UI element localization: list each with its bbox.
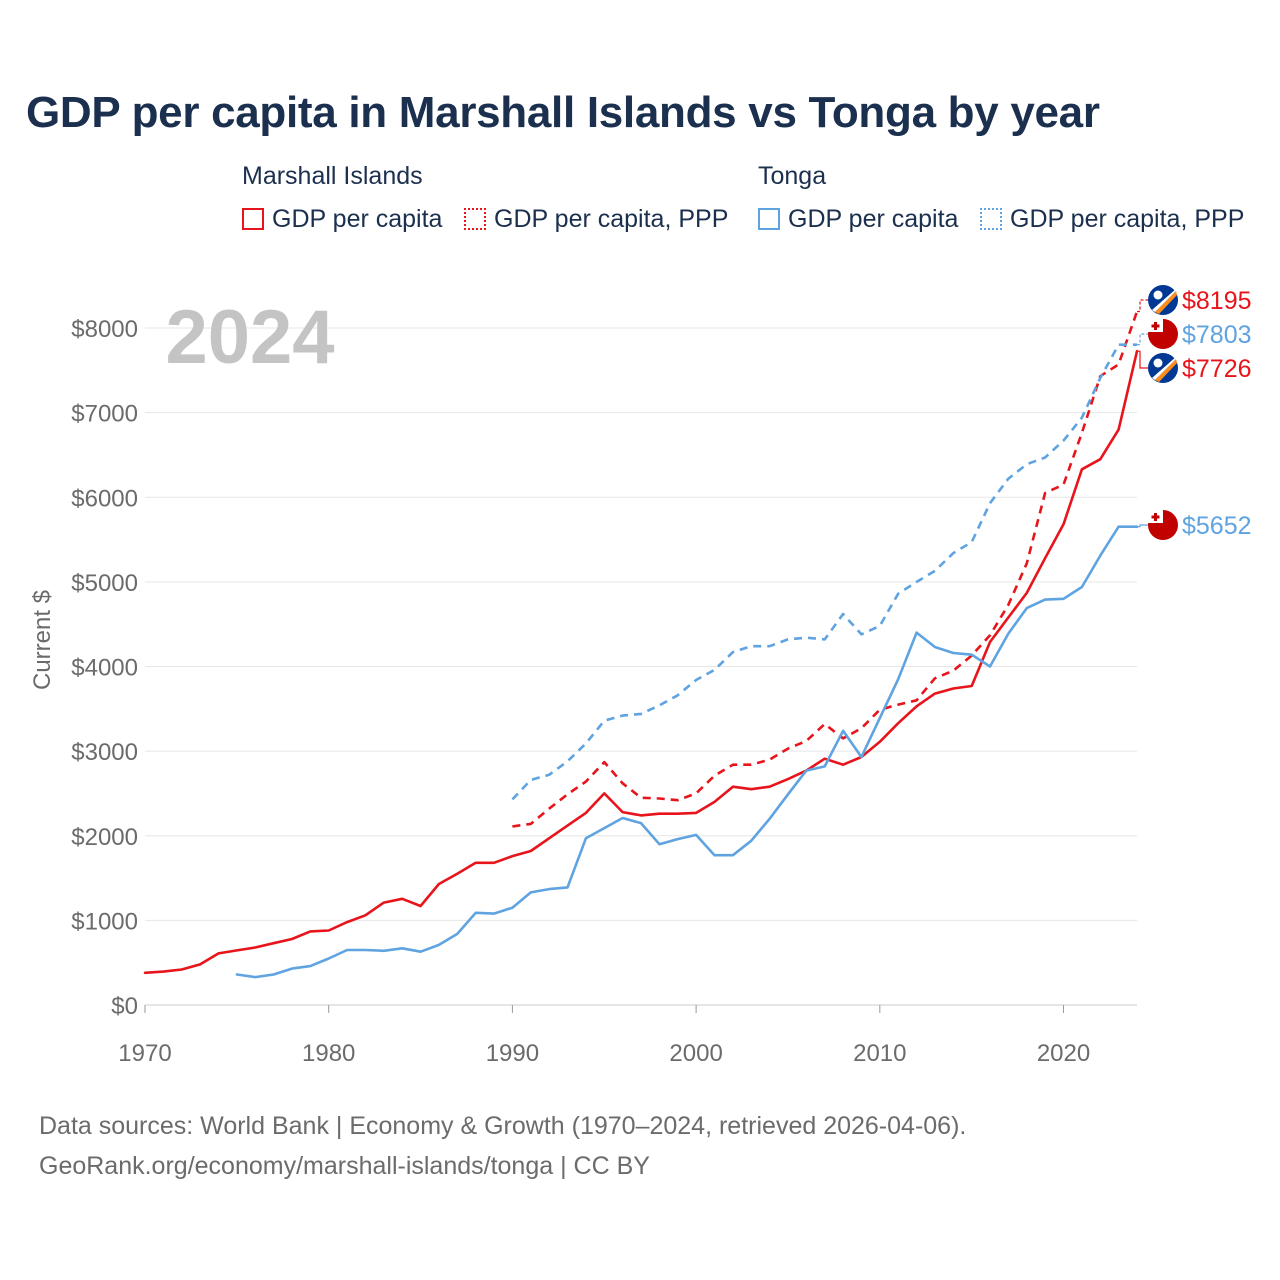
end-value-label: $7726 <box>1182 355 1252 383</box>
year-watermark: 2024 <box>165 295 334 380</box>
legend-label: GDP per capita, PPP <box>1010 204 1245 233</box>
y-tick-label: $7000 <box>71 401 138 428</box>
end-value-label: $7803 <box>1182 321 1252 349</box>
tonga-flag-icon <box>1148 510 1178 540</box>
legend-item-mh-gdp-ppp[interactable]: GDP per capita, PPP <box>464 204 728 234</box>
legend-swatch-dotted-blue <box>980 208 1002 230</box>
end-label-connector <box>1137 524 1148 528</box>
x-tick-label: 1990 <box>486 1040 539 1067</box>
sources-line-1: Data sources: World Bank | Economy & Gro… <box>39 1112 967 1140</box>
legend-label: GDP per capita <box>788 204 959 233</box>
marshall-islands-flag-icon <box>1148 353 1178 383</box>
y-tick-label: $4000 <box>71 655 138 682</box>
legend-swatch-solid-red <box>242 208 264 230</box>
tonga-flag-icon <box>1148 319 1178 349</box>
legend-item-mh-gdp[interactable]: GDP per capita <box>242 204 442 234</box>
x-tick-label: 1970 <box>118 1040 171 1067</box>
end-label-connector <box>1137 350 1148 369</box>
y-tick-label: $1000 <box>71 908 138 935</box>
series-line-marshall-islands[interactable] <box>143 349 1139 975</box>
series-line-marshall-islands-ppp[interactable] <box>512 311 1139 828</box>
x-tick-label: 2000 <box>669 1040 722 1067</box>
y-tick-label: $2000 <box>71 824 138 851</box>
sources-line-2[interactable]: GeoRank.org/economy/marshall-islands/ton… <box>39 1152 650 1180</box>
legend-item-to-gdp-ppp[interactable]: GDP per capita, PPP <box>980 204 1244 234</box>
legend-swatch-dotted-red <box>464 208 486 230</box>
y-tick-label: $5000 <box>71 570 138 597</box>
legend-swatch-solid-blue <box>758 208 780 230</box>
end-label-connector <box>1137 333 1148 346</box>
end-value-label: $5652 <box>1182 512 1252 540</box>
end-label-connector <box>1137 299 1148 313</box>
data-sources: Data sources: World Bank | Economy & Gro… <box>39 1106 966 1186</box>
series-line-tonga[interactable] <box>235 525 1139 979</box>
legend-group-marshall-islands: Marshall Islands <box>242 162 423 190</box>
y-tick-label: $8000 <box>71 316 138 343</box>
x-tick-label: 1980 <box>302 1040 355 1067</box>
end-value-label: $8195 <box>1182 287 1252 315</box>
legend-item-to-gdp[interactable]: GDP per capita <box>758 204 958 234</box>
legend-label: GDP per capita <box>272 204 443 233</box>
marshall-islands-flag-icon <box>1148 285 1178 315</box>
series-layer <box>143 311 1139 979</box>
legend-group-tonga: Tonga <box>758 162 827 190</box>
y-tick-label: $0 <box>111 993 138 1020</box>
series-line-tonga-ppp[interactable] <box>511 343 1137 801</box>
end-labels: $8195 $7803 $7726 $5652 <box>1137 285 1252 540</box>
legend-label: GDP per capita, PPP <box>494 204 729 233</box>
axes: $0 $1000 $2000 $3000 $4000 $5000 $6000 $7000 $80… <box>71 316 1137 1067</box>
y-axis-title: Current $ <box>29 590 56 690</box>
y-tick-label: $6000 <box>71 485 138 512</box>
y-tick-label: $3000 <box>71 739 138 766</box>
x-tick-label: 2010 <box>853 1040 906 1067</box>
chart-title: GDP per capita in Marshall Islands vs To… <box>26 88 1100 137</box>
x-tick-label: 2020 <box>1037 1040 1090 1067</box>
